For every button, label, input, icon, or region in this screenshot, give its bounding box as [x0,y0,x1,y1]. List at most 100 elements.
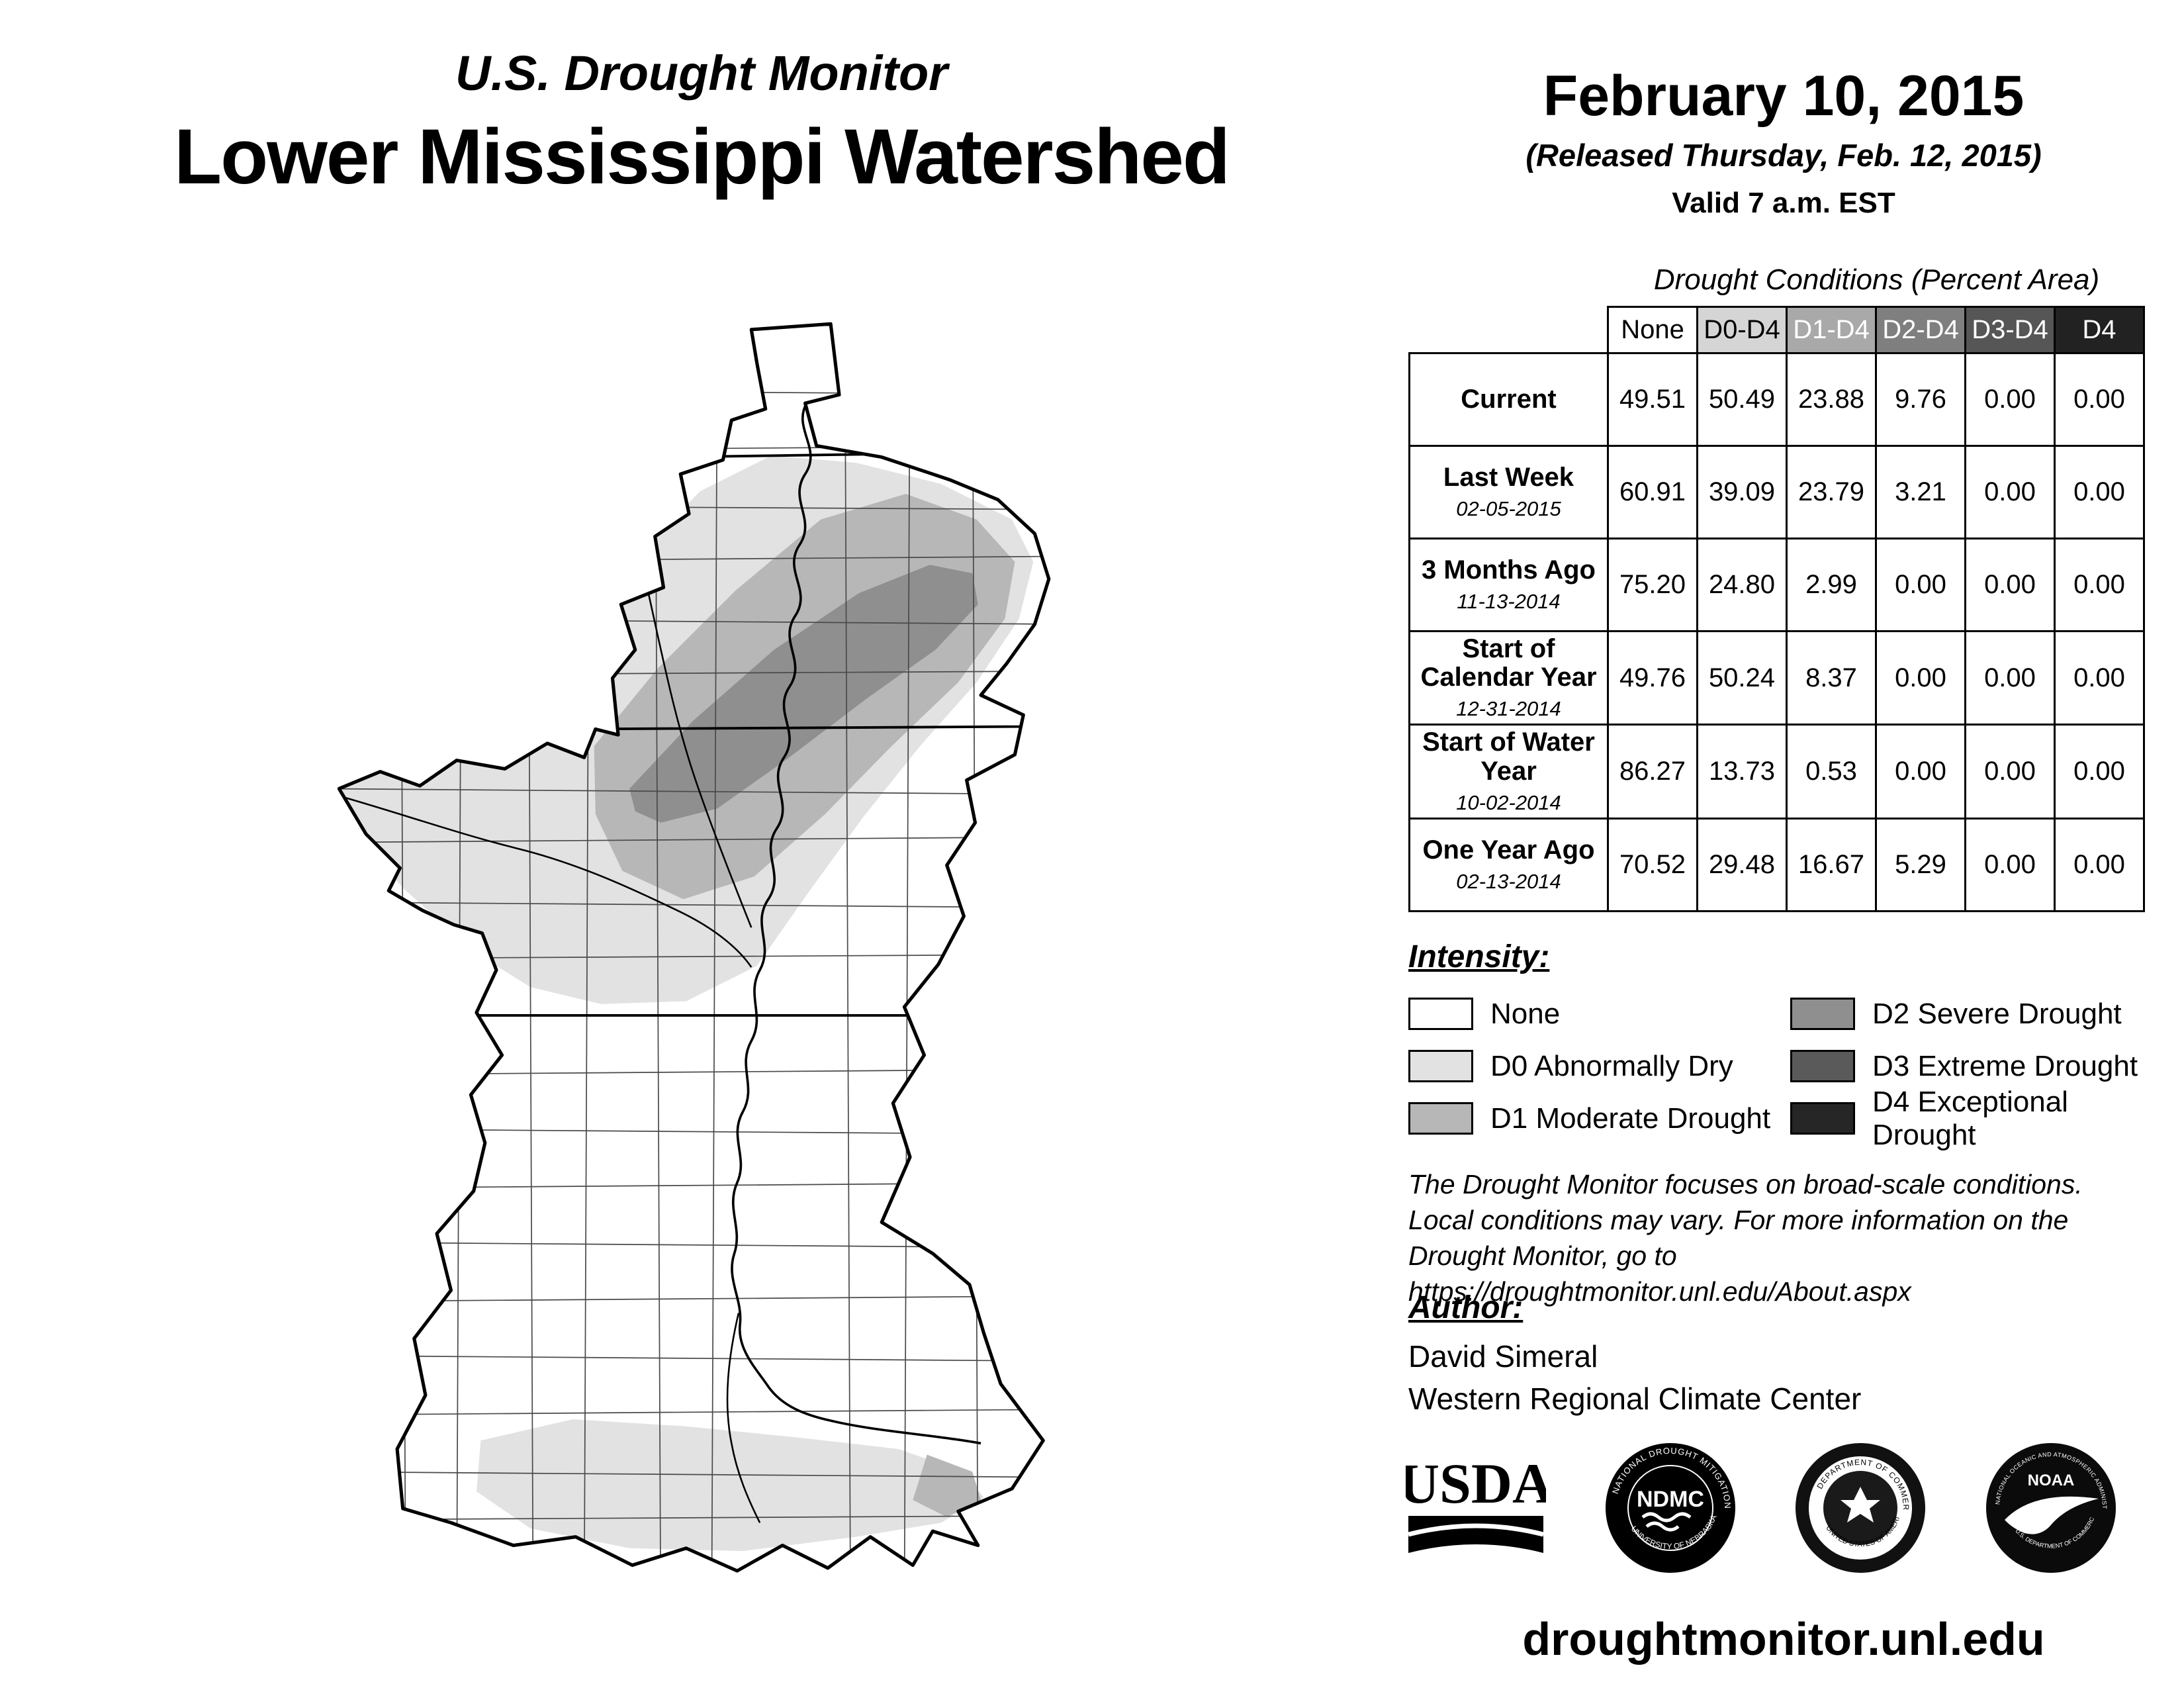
intensity-legend: None D0 Abnormally Dry D1 Moderate Droug… [1408,988,2169,1151]
legend-label: D4 Exceptional Drought [1872,1085,2068,1151]
release-date: (Released Thursday, Feb. 12, 2015) [1525,138,2042,173]
noaa-wordmark: NOAA [2028,1472,2075,1489]
drought-conditions-table: None D0-D4 D1-D4 D2-D4 D3-D4 D4 Current … [1408,306,2145,912]
row-sublabel: 02-05-2015 [1456,497,1561,521]
legend-item-d2: D2 Severe Drought [1790,998,2169,1031]
noaa-bird-emblem [2004,1496,2099,1534]
table-row-start-calendar-year: Start of Calendar Year 12-31-2014 49.76 5… [1408,630,2145,726]
table-cell: 3.21 [1875,445,1966,539]
table-cell: 8.37 [1786,630,1877,726]
intensity-title: Intensity: [1408,939,1550,974]
footer-url: droughtmonitor.unl.edu [1522,1613,2045,1665]
table-cell: 13.73 [1696,724,1788,820]
table-corner [1410,307,1608,353]
swatch-none [1408,998,1473,1030]
row-sublabel: 11-13-2014 [1457,590,1561,614]
usda-logo: USDA [1406,1452,1546,1553]
legend-label: None [1490,997,1561,1030]
table-cell: 0.00 [1964,630,2056,726]
table-cell: 2.99 [1786,538,1877,632]
row-sublabel: 12-31-2014 [1456,697,1561,721]
row-label: One Year Ago [1422,835,1595,865]
noaa-logo: NATIONAL OCEANIC AND ATMOSPHERIC ADMINIS… [1985,1442,2116,1573]
date-block: February 10, 2015 (Released Thursday, Fe… [1403,64,2164,220]
table-cell: 0.00 [2054,538,2145,632]
table-cell: 50.49 [1696,352,1788,447]
table-header-row: None D0-D4 D1-D4 D2-D4 D3-D4 D4 [1410,306,2145,354]
table-row-last-week: Last Week 02-05-2015 60.91 39.09 23.79 3.… [1408,445,2145,539]
table-title: Drought Conditions (Percent Area) [1653,263,2100,296]
swatch-d3 [1790,1050,1855,1082]
report-date: February 10, 2015 [1543,64,2025,128]
legend-item-none: None [1408,998,1790,1031]
table-cell: 29.48 [1696,817,1788,912]
col-header-d2d4: D2-D4 [1875,306,1966,354]
commerce-eagle-emblem [1841,1487,1881,1523]
usda-wordmark: USDA [1406,1452,1546,1515]
table-cell: 70.52 [1607,817,1698,912]
table-cell: 49.51 [1607,352,1698,447]
table-row-one-year-ago: One Year Ago 02-13-2014 70.52 29.48 16.67… [1408,817,2145,912]
legend-label: D1 Moderate Drought [1490,1102,1771,1135]
table-cell: 9.76 [1875,352,1966,447]
table-cell: 0.00 [1964,724,2056,820]
author-title: Author: [1408,1290,1524,1325]
row-sublabel: 02-13-2014 [1456,869,1561,893]
table-cell: 75.20 [1607,538,1698,632]
row-label: 3 Months Ago [1422,555,1596,585]
table-cell: 0.00 [1964,445,2056,539]
watershed-outline [337,322,1051,1573]
disclaimer-text: The Drought Monitor focuses on broad-sca… [1408,1169,2083,1307]
table-cell: 86.27 [1607,724,1698,820]
table-cell: 0.00 [2054,445,2145,539]
drought-shading [339,455,1034,1552]
swatch-d1 [1408,1102,1473,1135]
ndmc-logo: NATIONAL DROUGHT MITIGATION CENTER UNIVE… [1604,1442,1735,1573]
legend-item-d4: D4 Exceptional Drought [1790,1086,2169,1152]
table-row-current: Current 49.51 50.49 23.88 9.76 0.00 0.00 [1408,352,2145,447]
legend-label: D3 Extreme Drought [1872,1049,2138,1082]
row-label: Current [1461,384,1557,414]
row-label: Start of Calendar Year [1420,634,1597,692]
table-cell: 0.00 [2054,630,2145,726]
ndmc-wordmark: NDMC [1637,1487,1704,1512]
mississippi-river [343,402,981,1523]
legend-item-d1: D1 Moderate Drought [1408,1102,1790,1135]
table-cell: 0.00 [1964,817,2056,912]
row-label: Last Week [1443,462,1574,492]
commerce-logo: DEPARTMENT OF COMMERCE UNITED STATES OF … [1794,1442,1926,1573]
table-cell: 5.29 [1875,817,1966,912]
col-header-d4: D4 [2054,306,2145,354]
col-header-d3d4: D3-D4 [1964,306,2056,354]
table-cell: 60.91 [1607,445,1698,539]
table-cell: 0.00 [2054,352,2145,447]
table-cell: 49.76 [1607,630,1698,726]
table-cell: 39.09 [1696,445,1788,539]
swatch-d2 [1790,998,1855,1030]
col-header-d1d4: D1-D4 [1786,306,1877,354]
swatch-d4 [1790,1102,1855,1135]
col-header-d0d4: D0-D4 [1696,306,1788,354]
table-row-3-months-ago: 3 Months Ago 11-13-2014 75.20 24.80 2.99 … [1408,538,2145,632]
table-cell: 0.00 [1964,352,2056,447]
table-cell: 0.00 [2054,724,2145,820]
legend-item-d0: D0 Abnormally Dry [1408,1050,1790,1083]
author-name: David Simeral [1408,1339,1598,1374]
watershed-map [337,322,1051,1573]
table-cell: 0.00 [1964,538,2056,632]
table-cell: 23.79 [1786,445,1877,539]
legend-item-d3: D3 Extreme Drought [1790,1050,2169,1083]
table-cell: 0.00 [2054,817,2145,912]
legend-label: D2 Severe Drought [1872,997,2122,1030]
report-subtitle: U.S. Drought Monitor [455,46,948,101]
table-cell: 0.53 [1786,724,1877,820]
row-sublabel: 10-02-2014 [1456,790,1561,814]
report-titles: U.S. Drought Monitor Lower Mississippi W… [53,45,1350,202]
agency-logos: USDA NATIONAL DROUGHT MITIGATION CENTER … [1406,1442,2117,1574]
col-header-none: None [1607,306,1698,354]
author-organization: Western Regional Climate Center [1408,1382,1862,1416]
row-label: Start of Water Year [1422,727,1595,786]
table-cell: 0.00 [1875,724,1966,820]
table-cell: 0.00 [1875,630,1966,726]
table-cell: 24.80 [1696,538,1788,632]
